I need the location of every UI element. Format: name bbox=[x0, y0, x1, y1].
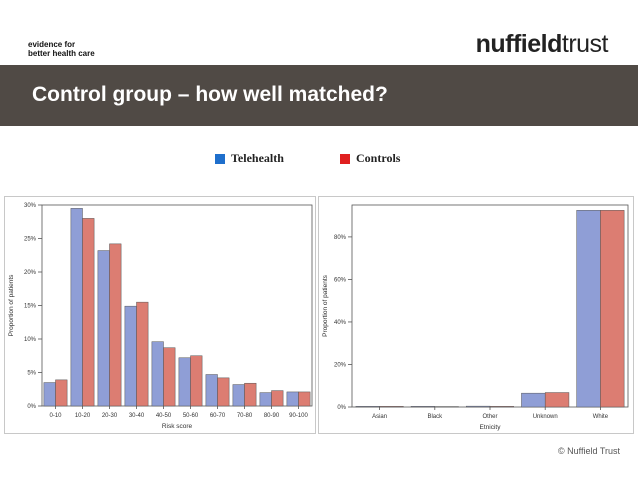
bar-telehealth-80-90 bbox=[259, 392, 272, 407]
bar-telehealth-unknown bbox=[521, 392, 546, 408]
bar-telehealth-asian bbox=[355, 406, 380, 408]
bar-controls-30-40 bbox=[136, 301, 149, 407]
x-tick-label-90-100: 90-100 bbox=[289, 413, 308, 419]
bar-telehealth-30-40 bbox=[124, 305, 137, 407]
x-tick-label-white: White bbox=[593, 414, 609, 420]
bar-controls-90-100 bbox=[298, 391, 311, 407]
legend-label-telehealth: Telehealth bbox=[231, 151, 284, 165]
x-tick-label-10-20: 10-20 bbox=[75, 413, 91, 419]
copyright-footer: © Nuffield Trust bbox=[558, 446, 620, 456]
y-tick-label: 20% bbox=[334, 362, 347, 368]
title-banner: Control group – how well matched? bbox=[0, 65, 638, 126]
x-tick-label-0-10: 0-10 bbox=[49, 413, 62, 419]
ethnicity-chart: 0% 20% 40% 60% 80% Asian Black Other Unknown Whit… bbox=[318, 196, 634, 434]
x-tick-label-40-50: 40-50 bbox=[156, 413, 172, 419]
legend-item-controls: Controls bbox=[340, 151, 400, 166]
x-axis-label: Etnicity bbox=[480, 424, 502, 431]
tagline-line-2: better health care bbox=[28, 49, 95, 58]
bar-controls-0-10 bbox=[55, 379, 68, 407]
legend-item-telehealth: Telehealth bbox=[215, 151, 284, 166]
slide-title: Control group – how well matched? bbox=[32, 83, 388, 106]
y-tick-label: 30% bbox=[24, 203, 37, 209]
y-tick-label: 60% bbox=[334, 277, 347, 283]
bar-controls-20-30 bbox=[109, 243, 122, 407]
y-axis-label: Proportion of patients bbox=[322, 274, 329, 337]
legend-swatch-controls bbox=[340, 153, 350, 164]
risk-score-chart: 0% 5% 10% 15% 20% 25% 30% 0-10 10-20 20-30 30-40 40… bbox=[4, 196, 316, 434]
logo-word-trust: trust bbox=[561, 30, 609, 58]
bar-controls-40-50 bbox=[163, 347, 176, 407]
bar-controls-other bbox=[489, 406, 514, 408]
bar-telehealth-white bbox=[576, 210, 601, 408]
y-tick-label: 80% bbox=[334, 235, 347, 241]
x-tick-label-60-70: 60-70 bbox=[210, 413, 226, 419]
nuffield-trust-logo: nuffieldtrust bbox=[475, 30, 609, 59]
legend-swatch-telehealth bbox=[215, 153, 225, 164]
x-tick-label-black: Black bbox=[427, 414, 443, 420]
bar-controls-60-70 bbox=[217, 377, 230, 407]
bar-telehealth-other bbox=[466, 405, 491, 408]
tagline: evidence for better health care bbox=[28, 40, 95, 58]
bar-controls-10-20 bbox=[82, 218, 95, 407]
x-tick-label-50-60: 50-60 bbox=[183, 413, 199, 419]
y-tick-label: 15% bbox=[24, 304, 37, 310]
chart-legend: Telehealth Controls bbox=[0, 151, 638, 167]
bar-telehealth-0-10 bbox=[43, 382, 56, 407]
y-tick-label: 20% bbox=[24, 270, 37, 276]
x-tick-label-other: Other bbox=[482, 414, 497, 420]
x-tick-label-30-40: 30-40 bbox=[129, 413, 145, 419]
bar-controls-asian bbox=[379, 406, 404, 408]
logo-word-nuffield: nuffield bbox=[475, 30, 563, 58]
bar-controls-unknown bbox=[544, 392, 570, 408]
bar-controls-70-80 bbox=[244, 382, 257, 407]
y-tick-label: 10% bbox=[24, 337, 37, 343]
y-tick-label: 0% bbox=[337, 405, 346, 411]
bar-controls-80-90 bbox=[271, 390, 284, 407]
bar-telehealth-10-20 bbox=[70, 208, 83, 407]
bar-telehealth-20-30 bbox=[97, 250, 110, 407]
x-tick-label-unknown: Unknown bbox=[533, 414, 558, 420]
x-tick-label-asian: Asian bbox=[372, 414, 387, 420]
y-tick-label: 40% bbox=[334, 320, 347, 326]
y-tick-label: 0% bbox=[27, 404, 36, 410]
bar-telehealth-70-80 bbox=[232, 384, 245, 407]
x-tick-label-80-90: 80-90 bbox=[264, 413, 280, 419]
bar-telehealth-40-50 bbox=[151, 341, 164, 407]
y-tick-label: 5% bbox=[27, 371, 36, 377]
bar-telehealth-black bbox=[410, 406, 436, 408]
x-tick-label-20-30: 20-30 bbox=[102, 413, 118, 419]
legend-label-controls: Controls bbox=[356, 151, 401, 165]
x-tick-label-70-80: 70-80 bbox=[237, 413, 253, 419]
y-tick-label: 25% bbox=[24, 237, 37, 243]
bar-controls-50-60 bbox=[190, 355, 203, 407]
y-axis-label: Proportion of patients bbox=[8, 274, 15, 337]
bar-telehealth-90-100 bbox=[286, 391, 299, 407]
bar-telehealth-60-70 bbox=[205, 374, 218, 407]
x-axis-label: Risk score bbox=[162, 423, 193, 430]
bar-controls-white bbox=[600, 210, 625, 408]
tagline-line-1: evidence for bbox=[28, 40, 76, 49]
bar-telehealth-50-60 bbox=[178, 357, 191, 407]
